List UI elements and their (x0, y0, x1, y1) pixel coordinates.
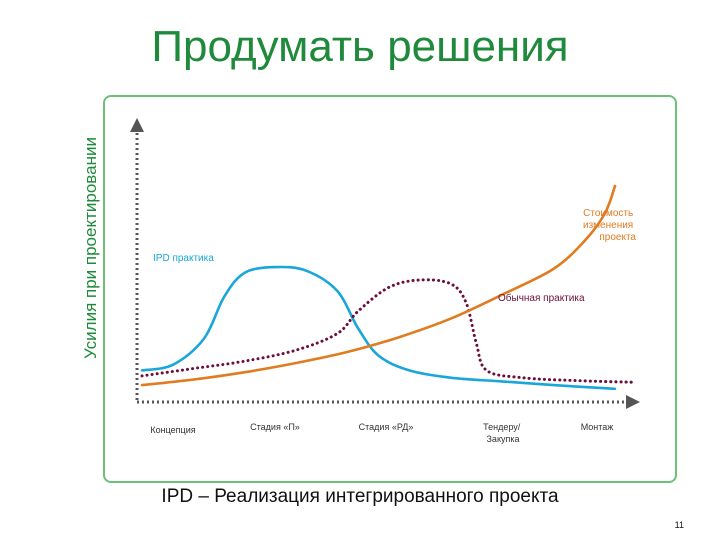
tick-label-1: Стадия «П» (250, 422, 300, 432)
series-line-1 (140, 278, 638, 384)
tick-label-4: Монтаж (581, 422, 614, 432)
tick-label-3-line-2: Закупка (487, 434, 520, 444)
tick-label-0: Концепция (150, 425, 195, 435)
annotation-cost: Стоимость изменения проекта (583, 208, 636, 243)
page-number: 11 (674, 520, 684, 530)
annotation-cost-line-2: изменения (583, 220, 633, 231)
x-axis-arrow (626, 395, 640, 409)
slide-title: Продумать решения (151, 22, 569, 71)
axes (130, 118, 640, 409)
annotations: IPD практика Обычная практика Стоимость … (153, 208, 636, 304)
annotation-ipd: IPD практика (153, 253, 214, 264)
slide-footer: IPD – Реализация интегрированного проект… (161, 486, 559, 507)
annotation-cost-line-1: Стоимость (583, 208, 633, 219)
annotation-traditional: Обычная практика (498, 292, 585, 304)
tick-labels: Концепция Стадия «П» Стадия «РД» Тендеру… (150, 422, 613, 444)
tick-label-3-line-1: Тендеру/ (483, 422, 521, 432)
chart-frame (103, 95, 677, 483)
y-axis-arrow (130, 118, 144, 132)
series-line-2 (140, 184, 617, 387)
annotation-cost-line-3: проекта (599, 232, 636, 243)
series-layer (140, 184, 638, 391)
tick-label-3: Тендеру/ Закупка (483, 422, 523, 444)
tick-label-2: Стадия «РД» (359, 422, 414, 432)
series-line-0 (140, 265, 617, 391)
